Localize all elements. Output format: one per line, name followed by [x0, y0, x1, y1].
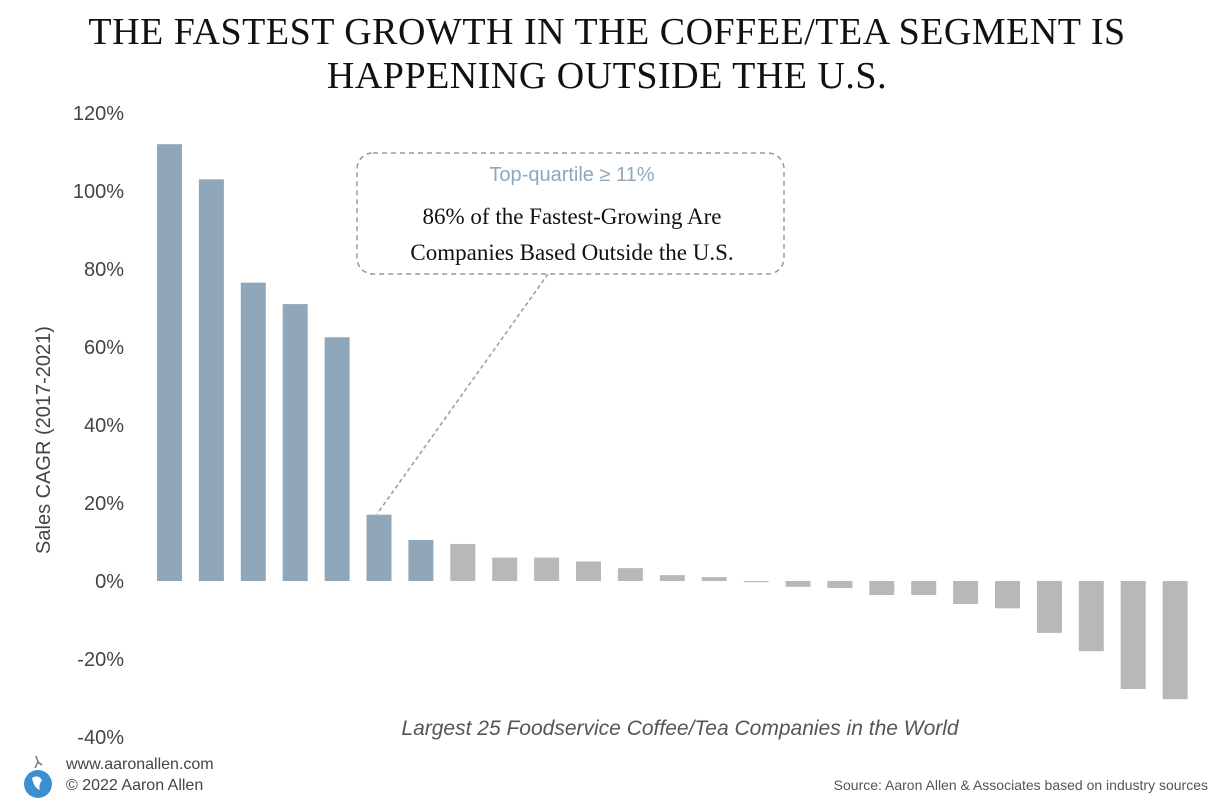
annotation-line-2: Companies Based Outside the U.S.	[410, 240, 733, 265]
y-tick-label: 120%	[73, 103, 124, 125]
bar-6	[366, 514, 392, 581]
bar-13	[659, 575, 685, 581]
y-tick-label: 40%	[84, 415, 124, 437]
bar-5	[324, 337, 350, 581]
y-tick-label: 0%	[95, 571, 124, 593]
bar-19	[911, 581, 937, 596]
footer-credits: www.aaronallen.com © 2022 Aaron Allen	[66, 754, 214, 796]
bar-21	[995, 581, 1020, 609]
bar-17	[827, 581, 853, 589]
source-note: Source: Aaron Allen & Associates based o…	[833, 777, 1208, 793]
bar-10	[534, 557, 560, 581]
annotation-box	[356, 152, 785, 275]
annotation-header: Top-quartile ≥ 11%	[489, 164, 654, 186]
y-tick-label: -40%	[77, 727, 124, 749]
copyright: © 2022 Aaron Allen	[66, 777, 204, 794]
bar-24	[1120, 581, 1146, 690]
website-link[interactable]: www.aaronallen.com	[66, 756, 214, 773]
y-tick-label: 100%	[73, 181, 124, 203]
y-tick-label: -20%	[77, 649, 124, 671]
bar-22	[1036, 581, 1062, 633]
y-axis-label: Sales CAGR (2017-2021)	[33, 326, 55, 554]
chart-title: THE FASTEST GROWTH IN THE COFFEE/TEA SEG…	[0, 10, 1214, 98]
bar-2	[198, 179, 224, 582]
y-tick-label: 60%	[84, 337, 124, 359]
annotation-line-1: 86% of the Fastest-Growing Are	[423, 204, 722, 229]
bar-11	[576, 561, 601, 581]
y-tick-label: 20%	[84, 493, 124, 515]
bar-16	[785, 581, 811, 587]
bar-1	[157, 144, 182, 581]
bar-9	[492, 557, 518, 581]
title-line-1: THE FASTEST GROWTH IN THE COFFEE/TEA SEG…	[88, 11, 1126, 53]
annotation-leader-line	[376, 273, 549, 515]
bar-18	[869, 581, 895, 596]
title-line-2: HAPPENING OUTSIDE THE U.S.	[326, 55, 888, 97]
bar-12	[617, 568, 643, 581]
bar-7	[408, 540, 434, 581]
bar-3	[240, 282, 266, 581]
bar-15	[743, 581, 769, 583]
y-tick-label: 80%	[84, 259, 124, 281]
bar-4	[282, 304, 308, 581]
bar-8	[450, 543, 476, 581]
bar-23	[1078, 581, 1104, 652]
bar-14	[701, 577, 727, 581]
x-axis-label: Largest 25 Foodservice Coffee/Tea Compan…	[401, 717, 960, 740]
bar-20	[953, 581, 979, 605]
bar-25	[1162, 581, 1188, 700]
